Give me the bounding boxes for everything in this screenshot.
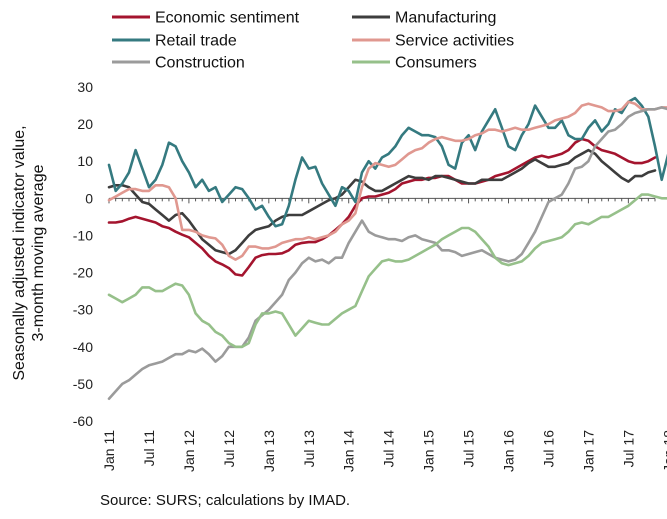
legend-label-consumers: Consumers bbox=[395, 55, 477, 72]
y-axis-label-line2: 3-month moving average bbox=[30, 164, 47, 341]
series-line-construction bbox=[107, 106, 667, 401]
legend: Economic sentiment Manufacturing Retail tr… bbox=[112, 10, 514, 72]
x-tick-label: Jul 13 bbox=[301, 430, 317, 468]
series-line-consumers bbox=[107, 193, 667, 349]
x-tick-label: Jan 17 bbox=[580, 430, 596, 472]
x-tick-label: Jan 12 bbox=[181, 430, 197, 472]
y-tick-label: -50 bbox=[73, 376, 93, 392]
x-tick-label: Jan 15 bbox=[421, 430, 437, 472]
x-axis: Jan 11 Jul 11 Jan 12 Jul 12 Jan 13 Jul 13 Jan … bbox=[101, 197, 667, 472]
x-tick-label: Jul 11 bbox=[141, 430, 157, 467]
y-axis: -60 -50 -40 -30 -20 -10 0 10 20 30 bbox=[73, 79, 93, 429]
series-line-service-activities bbox=[107, 100, 667, 261]
legend-label-service-activities: Service activities bbox=[395, 33, 514, 50]
y-tick-label: 20 bbox=[77, 116, 93, 132]
source-note: Source: SURS; calculations by IMAD. bbox=[100, 492, 351, 509]
series-line-manufacturing bbox=[107, 148, 657, 256]
x-tick-label: Jul 15 bbox=[461, 430, 477, 468]
y-tick-label: -20 bbox=[73, 265, 93, 281]
legend-label-economic-sentiment: Economic sentiment bbox=[155, 10, 300, 27]
x-tick-label: Jul 16 bbox=[540, 430, 556, 468]
x-tick-label: Jul 12 bbox=[221, 430, 237, 468]
x-tick-label: Jan 18 bbox=[660, 430, 667, 472]
legend-label-retail-trade: Retail trade bbox=[155, 33, 237, 50]
x-tick-label: Jul 14 bbox=[381, 430, 397, 468]
x-tick-label: Jan 16 bbox=[501, 430, 517, 472]
y-tick-label: 10 bbox=[77, 153, 93, 169]
y-tick-label: -30 bbox=[73, 302, 93, 318]
x-tick-label: Jul 17 bbox=[620, 430, 636, 468]
y-axis-label: Seasonally adjusted indicator value, 3-m… bbox=[11, 125, 47, 380]
legend-label-construction: Construction bbox=[155, 55, 245, 72]
x-tick-label: Jan 11 bbox=[101, 430, 117, 471]
legend-label-manufacturing: Manufacturing bbox=[395, 10, 496, 27]
y-tick-label: 30 bbox=[77, 79, 93, 95]
series-line-economic-sentiment bbox=[107, 137, 657, 277]
plot-area bbox=[107, 96, 667, 401]
series-line-retail-trade bbox=[107, 96, 667, 228]
y-axis-label-line1: Seasonally adjusted indicator value, bbox=[11, 125, 28, 380]
y-tick-label: 0 bbox=[85, 190, 93, 206]
y-tick-label: -40 bbox=[73, 339, 93, 355]
y-tick-label: -60 bbox=[73, 413, 93, 429]
x-tick-label: Jan 13 bbox=[261, 430, 277, 472]
x-tick-label: Jan 14 bbox=[341, 430, 357, 472]
y-tick-label: -10 bbox=[73, 227, 93, 243]
